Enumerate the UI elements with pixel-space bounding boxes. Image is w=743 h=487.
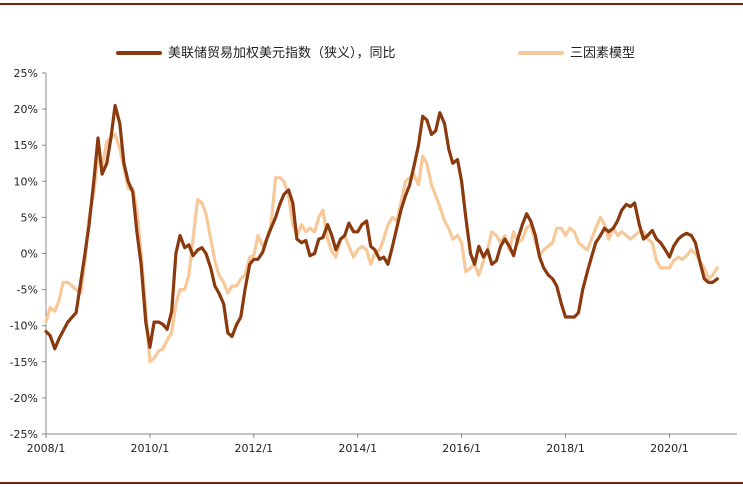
y-tick-label: 0%	[21, 248, 38, 261]
legend-label-1: 三因素模型	[570, 46, 635, 61]
x-tick-label: 2012/1	[234, 442, 273, 455]
y-tick-label: 25%	[14, 67, 38, 80]
y-tick-label: -10%	[10, 320, 38, 333]
y-tick-label: 15%	[14, 139, 38, 152]
y-tick-label: 20%	[14, 103, 38, 116]
axes: 25% 20% 15% 10% 5% 0% -5% -10% -15% -20% -25%2008/…	[10, 67, 737, 455]
x-tick-label: 2014/1	[338, 442, 377, 455]
x-tick-label: 2018/1	[546, 442, 585, 455]
y-tick-label: 5%	[21, 211, 38, 224]
series-line-0	[44, 103, 719, 351]
series-lines	[44, 103, 719, 364]
x-tick-label: 2020/1	[650, 442, 689, 455]
x-tick-label: 2008/1	[27, 442, 66, 455]
bottom-rule	[0, 482, 743, 484]
y-tick-label: -25%	[10, 428, 38, 441]
legend-label-0: 美联储贸易加权美元指数（狭义），同比	[168, 45, 396, 61]
top-rule	[0, 3, 743, 5]
y-tick-label: -15%	[10, 356, 38, 369]
x-tick-label: 2016/1	[442, 442, 481, 455]
y-tick-label: 10%	[14, 175, 38, 188]
x-tick-label: 2010/1	[131, 442, 170, 455]
legend: 美联储贸易加权美元指数（狭义），同比 三因素模型	[116, 45, 635, 61]
y-tick-label: -20%	[10, 392, 38, 405]
y-tick-label: -5%	[17, 284, 38, 297]
